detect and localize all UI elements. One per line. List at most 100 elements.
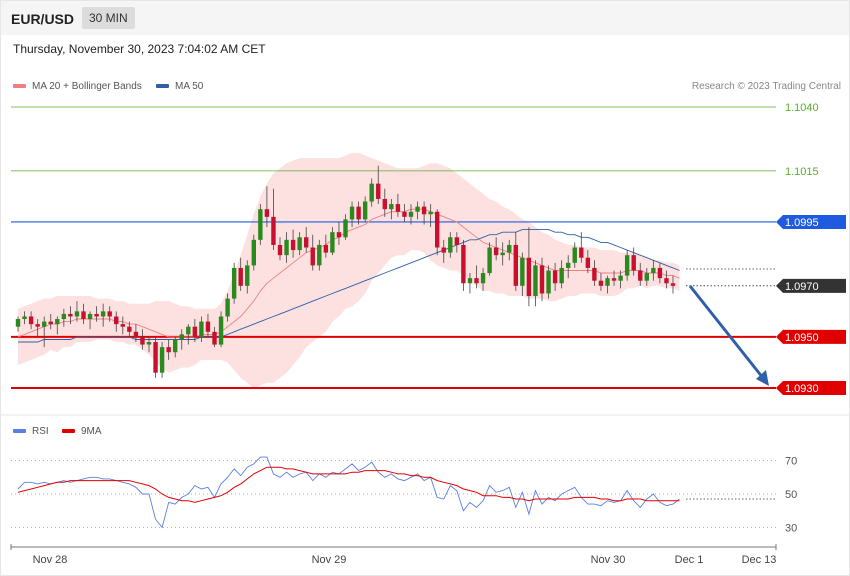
candle-body [362, 201, 368, 220]
candle-body [493, 247, 499, 256]
x-tick-label: Nov 28 [33, 554, 68, 566]
level-label-3: 1.0970 [785, 281, 819, 293]
top-bar [1, 1, 849, 35]
candle-body [140, 336, 145, 345]
level-label-2: 1.0995 [785, 217, 819, 229]
candle-body [520, 257, 525, 286]
ma20-line [17, 208, 680, 338]
candle-body [290, 239, 296, 251]
candle-body [441, 247, 446, 253]
legend-rsi: RSI [13, 426, 49, 437]
forecast-arrow-shaft [688, 285, 765, 379]
x-tick-label: Dec 13 [742, 554, 777, 566]
candle-body [68, 313, 73, 317]
level-label-0: 1.1040 [785, 102, 819, 114]
candle-body [297, 237, 302, 251]
candle-body [670, 283, 676, 286]
candle-body [454, 237, 460, 245]
candle-body [100, 311, 106, 317]
candle-body [323, 244, 329, 253]
candle-body [507, 244, 512, 253]
candle-body [644, 273, 649, 281]
legend-9ma-label: 9MA [81, 426, 102, 437]
candle-body [199, 321, 204, 337]
level-tag-5 [776, 381, 846, 395]
candle-body [173, 339, 178, 353]
x-tick-label: Nov 29 [312, 554, 347, 566]
candle-body [127, 326, 132, 332]
candle-body [81, 311, 86, 320]
candle-body [304, 237, 309, 248]
legend-ma50: MA 50 [156, 81, 203, 92]
candle-body [251, 239, 256, 266]
candle-body [284, 239, 289, 256]
rsi-tick-70: 70 [785, 456, 797, 468]
candle-body [238, 267, 243, 286]
candle-body [74, 311, 80, 317]
candle-body [153, 342, 158, 373]
candle-body [264, 209, 270, 217]
candle-body [474, 278, 479, 284]
candle-body [651, 267, 656, 274]
candle-body [500, 252, 505, 256]
legend-ma20: MA 20 + Bollinger Bands [13, 81, 142, 92]
candle-body [61, 313, 67, 320]
symbol-title[interactable]: EUR/USD [11, 11, 75, 27]
candle-body [369, 183, 374, 202]
candle-body [539, 265, 545, 294]
candle-body [480, 273, 486, 284]
rsi-ma9-line [17, 466, 680, 503]
candle-body [552, 270, 558, 284]
candle-body [533, 265, 538, 297]
candle-body [559, 267, 564, 284]
candle-body [395, 204, 401, 212]
level-tag-2 [776, 214, 846, 229]
candle-body [245, 265, 250, 286]
candle-body [415, 206, 420, 212]
candle-body [376, 183, 381, 199]
candle-body [271, 216, 276, 245]
candle-body [166, 347, 171, 353]
candle-body [598, 280, 604, 286]
candle-body [277, 244, 283, 256]
candle-body [22, 316, 27, 320]
candle-body [566, 262, 571, 268]
candle-body [212, 331, 217, 345]
candle-body [107, 311, 112, 317]
timeframe-button[interactable]: 30 MIN [82, 7, 135, 29]
candle-body [421, 206, 427, 215]
candle-body [133, 331, 139, 337]
level-label-4: 1.0950 [785, 332, 819, 344]
candle-body [382, 198, 387, 210]
candle-body [657, 267, 663, 279]
candle-body [664, 278, 669, 284]
candle-body [317, 244, 322, 266]
candle-body [513, 244, 518, 286]
ma20-swatch-icon [13, 84, 26, 89]
candle-body [638, 270, 643, 281]
candle-body [546, 270, 551, 294]
candle-body [448, 237, 453, 253]
candle-body [605, 278, 610, 286]
candle-body [526, 257, 532, 297]
candle-body [579, 247, 584, 258]
legend-ma20-label: MA 20 + Bollinger Bands [32, 81, 142, 92]
candle-body [120, 324, 125, 327]
bollinger-band [18, 153, 680, 388]
candle-body [611, 278, 617, 281]
candle-body [356, 206, 361, 220]
candle-body [585, 257, 591, 268]
legend-rsi-label: RSI [32, 426, 49, 437]
candle-body [435, 211, 440, 248]
candle-body [48, 321, 53, 325]
legend-ma50-label: MA 50 [175, 81, 204, 92]
level-tag-4 [776, 329, 846, 344]
chart-datetime: Thursday, November 30, 2023 7:04:02 AM C… [13, 42, 266, 56]
candle-body [461, 244, 466, 284]
candle-body [87, 313, 93, 320]
candle-body [343, 219, 348, 238]
candle-body [572, 247, 577, 263]
candle-body [592, 267, 597, 281]
candle-body [15, 319, 21, 327]
